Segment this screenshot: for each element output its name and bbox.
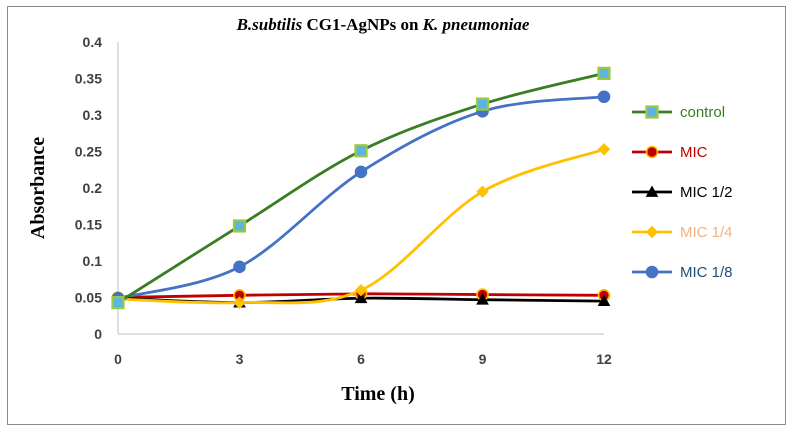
legend-item-mic: MIC bbox=[632, 144, 708, 161]
y-tick-label: 0.2 bbox=[83, 180, 103, 196]
chart-frame bbox=[7, 6, 786, 425]
y-tick-label: 0.15 bbox=[75, 217, 102, 233]
legend-item-mic-1-4: MIC 1/4 bbox=[632, 224, 733, 241]
legend-label: MIC 1/8 bbox=[680, 264, 733, 281]
legend-item-mic-1-2: MIC 1/2 bbox=[632, 184, 733, 201]
svg-text:B.subtilis CG1-AgNPs on K. pne: B.subtilis CG1-AgNPs on K. pneumoniae bbox=[236, 15, 530, 34]
legend-swatch-marker bbox=[645, 185, 659, 197]
data-point-mic-1-2 bbox=[354, 291, 368, 304]
data-point-mic-1-4 bbox=[597, 143, 611, 156]
series-line-mic-1-8 bbox=[117, 95, 605, 300]
y-tick-label: 0.35 bbox=[75, 71, 102, 87]
x-axis-title: Time (h) bbox=[341, 383, 415, 405]
x-tick-label: 3 bbox=[236, 351, 244, 367]
x-tick-label: 0 bbox=[114, 351, 122, 367]
legend-swatch-marker bbox=[645, 145, 659, 159]
data-point-control bbox=[354, 144, 368, 158]
data-point-mic-1-2 bbox=[597, 294, 611, 307]
data-point-control bbox=[111, 296, 125, 310]
y-tick-label: 0.1 bbox=[83, 253, 103, 269]
legend-swatch-marker bbox=[645, 225, 659, 239]
chart-title-middle: CG1-AgNPs on bbox=[302, 15, 422, 34]
legend-label: MIC bbox=[680, 144, 708, 161]
y-tick-label: 0.4 bbox=[83, 34, 103, 50]
legend: control MIC MIC 1/2 MIC 1/4 MIC 1/8 bbox=[632, 104, 733, 281]
legend-item-control: control bbox=[632, 104, 725, 121]
y-tick-label: 0 bbox=[94, 326, 102, 342]
legend-label: MIC 1/2 bbox=[680, 184, 733, 201]
y-tick-labels: 0 0.05 0.1 0.15 0.2 0.25 0.3 0.35 0.4 bbox=[75, 34, 102, 342]
series-line-control bbox=[117, 72, 605, 304]
data-point-control bbox=[232, 219, 247, 233]
legend-label: control bbox=[680, 104, 725, 121]
data-point-mic-1-4 bbox=[233, 296, 246, 309]
data-point-mic-1-8 bbox=[354, 165, 368, 179]
legend-swatch-marker bbox=[645, 265, 659, 279]
data-point-mic-1-4 bbox=[354, 283, 368, 297]
y-tick-label: 0.3 bbox=[83, 107, 103, 123]
data-point-mic-1-2 bbox=[476, 293, 489, 305]
x-tick-label: 12 bbox=[596, 351, 612, 367]
series-markers bbox=[111, 66, 611, 310]
data-point-mic-1-8 bbox=[233, 260, 246, 274]
x-tick-labels: 0 3 6 9 12 bbox=[114, 351, 612, 367]
y-tick-label: 0.25 bbox=[75, 144, 102, 160]
legend-item-mic-1-8: MIC 1/8 bbox=[632, 264, 733, 281]
data-point-control bbox=[597, 66, 611, 80]
y-axis-title: Absorbance bbox=[27, 137, 49, 239]
series-lines bbox=[117, 72, 605, 305]
y-tick-label: 0.05 bbox=[75, 290, 102, 306]
data-point-mic-1-8 bbox=[597, 90, 611, 104]
data-point-mic-1-4 bbox=[476, 185, 489, 198]
chart-title: B.subtilis CG1-AgNPs on K. pneumoniae bbox=[236, 15, 530, 34]
x-tick-label: 6 bbox=[357, 351, 365, 367]
legend-label: MIC 1/4 bbox=[680, 224, 733, 241]
legend-swatch-marker bbox=[645, 105, 659, 119]
chart-title-pathogen: K. pneumoniae bbox=[422, 15, 530, 34]
chart-title-organism: B.subtilis bbox=[236, 15, 303, 34]
data-point-control bbox=[475, 97, 490, 111]
x-tick-label: 9 bbox=[479, 351, 487, 367]
